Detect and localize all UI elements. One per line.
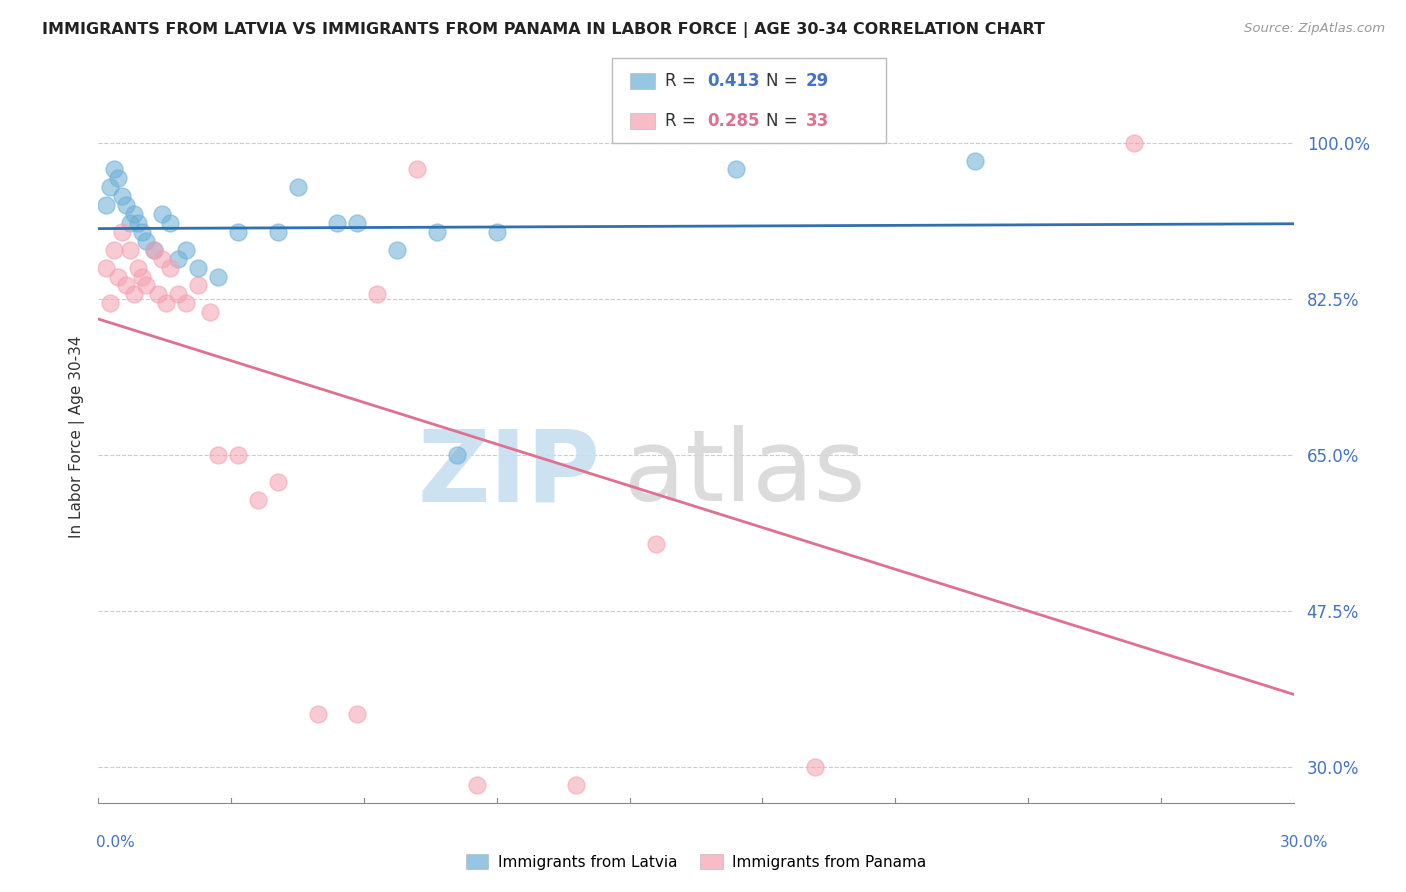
Point — [485, 225, 508, 239]
Point — [111, 225, 134, 239]
Point — [115, 198, 138, 212]
Point — [465, 778, 488, 792]
Point — [115, 278, 138, 293]
Text: N =: N = — [766, 112, 803, 130]
Text: 33: 33 — [806, 112, 830, 130]
Point — [127, 216, 149, 230]
Point — [111, 189, 134, 203]
Point — [135, 278, 157, 293]
Point — [148, 287, 170, 301]
Point — [366, 287, 388, 301]
Text: N =: N = — [766, 72, 803, 90]
Point — [120, 216, 142, 230]
Point — [346, 216, 368, 230]
Point — [167, 287, 190, 301]
Point — [150, 252, 173, 266]
Text: R =: R = — [665, 112, 702, 130]
Point — [124, 207, 146, 221]
Point — [131, 225, 153, 239]
Point — [724, 162, 747, 177]
Point — [267, 475, 290, 489]
Point — [174, 296, 197, 310]
Point — [98, 296, 122, 310]
Point — [167, 252, 190, 266]
Text: 0.0%: 0.0% — [96, 836, 135, 850]
Point — [187, 260, 209, 275]
Point — [103, 162, 125, 177]
Point — [135, 234, 157, 248]
Point — [124, 287, 146, 301]
Y-axis label: In Labor Force | Age 30-34: In Labor Force | Age 30-34 — [69, 335, 84, 539]
Text: atlas: atlas — [624, 425, 866, 522]
Text: R =: R = — [665, 72, 702, 90]
Point — [127, 260, 149, 275]
Point — [155, 296, 177, 310]
Point — [426, 225, 449, 239]
Text: 0.413: 0.413 — [707, 72, 759, 90]
Point — [565, 778, 588, 792]
Point — [143, 243, 166, 257]
Text: ZIP: ZIP — [418, 425, 600, 522]
Point — [143, 243, 166, 257]
Point — [120, 243, 142, 257]
Point — [107, 171, 129, 186]
Text: Source: ZipAtlas.com: Source: ZipAtlas.com — [1244, 22, 1385, 36]
Text: IMMIGRANTS FROM LATVIA VS IMMIGRANTS FROM PANAMA IN LABOR FORCE | AGE 30-34 CORR: IMMIGRANTS FROM LATVIA VS IMMIGRANTS FRO… — [42, 22, 1045, 38]
Point — [1123, 136, 1146, 150]
Point — [96, 198, 118, 212]
Point — [346, 706, 368, 721]
Point — [98, 180, 122, 194]
Point — [446, 448, 468, 462]
Point — [131, 269, 153, 284]
Point — [804, 760, 827, 774]
Text: 29: 29 — [806, 72, 830, 90]
Point — [326, 216, 349, 230]
Point — [150, 207, 173, 221]
Text: 30.0%: 30.0% — [1281, 836, 1329, 850]
Point — [96, 260, 118, 275]
Point — [107, 269, 129, 284]
Point — [159, 260, 181, 275]
Point — [307, 706, 329, 721]
Point — [267, 225, 290, 239]
Point — [207, 448, 229, 462]
Legend: Immigrants from Latvia, Immigrants from Panama: Immigrants from Latvia, Immigrants from … — [460, 847, 932, 876]
Point — [187, 278, 209, 293]
Point — [246, 492, 269, 507]
Point — [226, 448, 249, 462]
Point — [645, 537, 668, 551]
Point — [226, 225, 249, 239]
Point — [198, 305, 221, 319]
Point — [406, 162, 429, 177]
Point — [159, 216, 181, 230]
Point — [287, 180, 309, 194]
Text: 0.285: 0.285 — [707, 112, 759, 130]
Point — [207, 269, 229, 284]
Point — [385, 243, 409, 257]
Point — [174, 243, 197, 257]
Point — [103, 243, 125, 257]
Point — [963, 153, 986, 168]
